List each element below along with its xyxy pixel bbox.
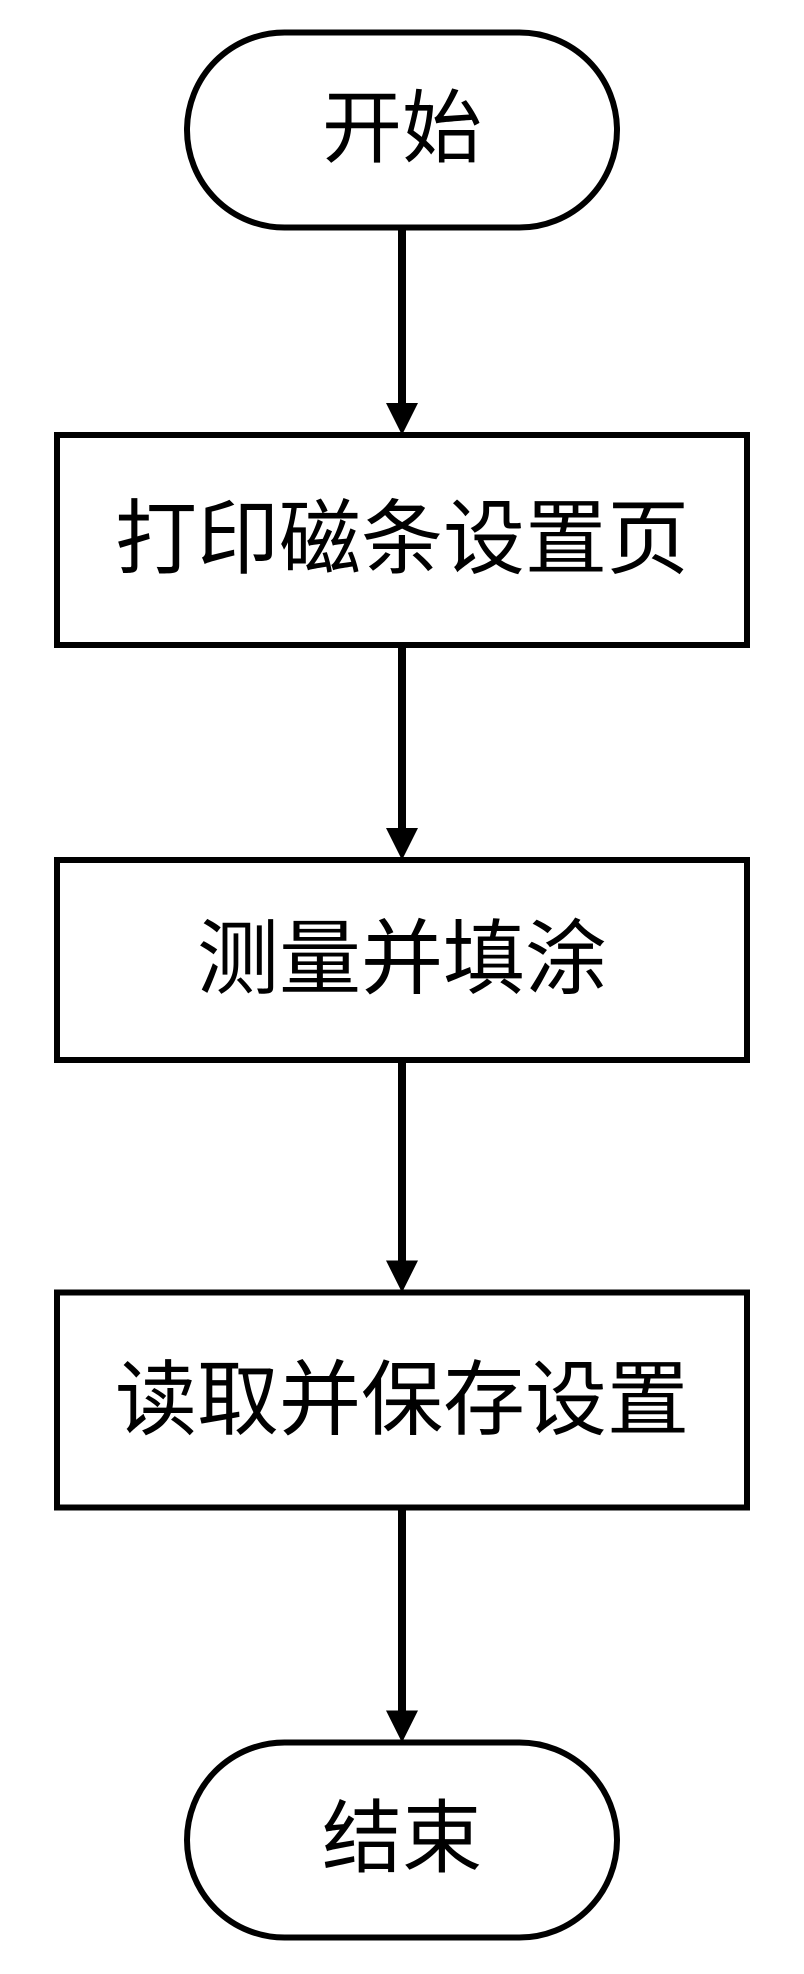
node-label: 结束 [187,1743,617,1938]
node-label: 开始 [187,33,617,228]
node-label: 读取并保存设置 [57,1293,747,1508]
node-label: 打印磁条设置页 [57,435,747,645]
flowchart-container: 开始打印磁条设置页测量并填涂读取并保存设置结束 [0,0,804,1974]
node-label: 测量并填涂 [57,860,747,1060]
